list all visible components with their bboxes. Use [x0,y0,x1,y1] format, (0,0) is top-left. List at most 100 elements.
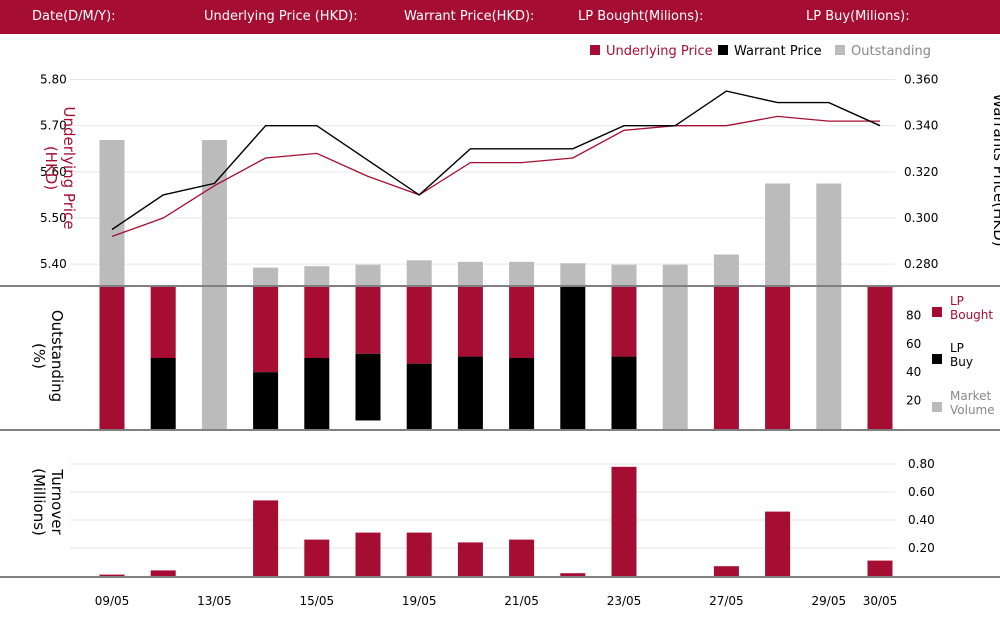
left-axis-title-line: (HKD) [42,146,60,190]
lp-buy-bar [355,353,381,421]
turnover-axis-title-line: (Millions) [30,468,48,536]
legend-swatch [932,307,942,317]
left-axis-title: Underlying Price(HKD) [42,106,78,229]
left-axis-tick-label: 5.70 [40,119,67,133]
outstanding-bar [201,140,227,285]
right-axis-title: Warrants Price(HKD) [990,93,1000,246]
market-volume-bar [816,287,842,429]
outstanding-bar [713,254,739,285]
x-tick-label: 09/05 [95,594,130,608]
lp-buy-bar [150,358,176,429]
outstanding-bar [457,261,483,285]
outstanding-bar [253,267,279,285]
turnover-bar [355,532,381,576]
turnover-bar [253,500,279,576]
lp-buy-bar [611,356,637,429]
underlying-price-header-label: Underlying Price (HKD): [204,9,358,24]
outstanding-bar [765,183,791,285]
lp-buy-bar [304,358,330,429]
turnover-axis-title: Turnover(Millions) [30,468,66,536]
warrant-price-line [111,90,881,231]
turnover-bar [611,466,637,576]
legend-label-line: Bought [950,308,993,322]
legend-label: Market Volume [950,389,995,417]
turnover-bar [406,532,432,576]
legend-swatch [590,45,600,55]
market-volume-bar [662,287,688,429]
x-tick-label: 21/05 [504,594,539,608]
warrant-chart: Underlying Price Warrant Price Outstanding… [0,44,1000,608]
legend-swatch [932,402,942,412]
lp-bought-bar [713,287,739,429]
lp-bought-bar [457,287,483,357]
outstanding-bar [99,140,125,285]
legend-label-line: Market [950,389,992,403]
lp-bought-bar [867,287,893,429]
left-axis-tick-label: 5.80 [40,73,67,87]
outstanding-bar [611,264,637,285]
header-bar: Date(D/M/Y): Underlying Price (HKD): War… [0,0,1000,34]
outstanding-tick-label: 40 [906,365,921,379]
turnover-tick-label: 0.40 [908,513,935,527]
turnover-tick-label: 0.80 [908,457,935,471]
outstanding-tick-label: 80 [906,308,921,322]
lp-bought-header-label: LP Bought(Milions): [578,9,704,24]
outstanding-axis-title-line: Outstanding [48,310,66,402]
right-axis-tick-label: 0.360 [904,73,938,87]
outstanding-bar [509,261,535,285]
turnover-bar [150,570,176,576]
lp-buy-header-label: LP Buy(Milions): [806,9,910,24]
outstanding-tick-label: 20 [906,394,921,408]
underlying-price-line [111,115,880,238]
outstanding-tick-label: 60 [906,337,921,351]
legend-label: Outstanding [851,44,931,59]
legend-label-line: LP [950,341,964,355]
outstanding-bar [355,264,381,285]
legend-swatch [932,354,942,364]
lp-bought-bar [406,287,432,364]
outstanding-bar [406,260,432,285]
lp-bought-bar [509,287,535,358]
outstanding-axis-title-line: (%) [30,343,48,369]
lp-bought-bar [611,287,637,357]
x-tick-label: 13/05 [197,594,232,608]
x-tick-label: 23/05 [607,594,642,608]
turnover-bar [713,566,739,576]
turnover-bar [560,573,586,576]
x-tick-label: 29/05 [812,594,847,608]
x-tick-label: 30/05 [863,594,898,608]
lp-bought-bar [765,287,791,429]
lp-bought-bar [150,287,176,358]
legend-label: LP Bought [950,294,993,322]
lp-bought-bar [304,287,330,358]
x-tick-label: 15/05 [300,594,335,608]
turnover-bar [765,511,791,576]
turnover-bar [457,542,483,576]
right-axis-tick-label: 0.280 [904,257,938,271]
legend-label: LP Buy [950,341,973,369]
lp-buy-bar [560,287,586,429]
outstanding-bar [662,264,688,285]
outstanding-axis-title: Outstanding(%) [30,310,66,402]
date-header-label: Date(D/M/Y): [32,9,116,24]
x-tick-label: 27/05 [709,594,744,608]
turnover-tick-label: 0.20 [908,541,935,555]
warrant-price-header-label: Warrant Price(HKD): [404,9,535,24]
lp-buy-bar [406,363,432,429]
right-axis-tick-label: 0.300 [904,211,938,225]
left-axis-tick-label: 5.40 [40,257,67,271]
left-axis-title-line: Underlying Price [60,106,78,229]
market-volume-bar [201,287,227,429]
legend-label-line: Buy [950,355,973,369]
outstanding-bar [816,183,842,285]
turnover-axis-title-line: Turnover [48,468,66,535]
turnover-bar [304,539,330,576]
lp-buy-bar [253,372,279,429]
lp-buy-bar [457,356,483,429]
left-axis-tick-label: 5.50 [40,211,67,225]
lp-buy-bar [509,358,535,429]
outstanding-bar [304,266,330,285]
turnover-tick-label: 0.60 [908,485,935,499]
legend-label-line: Volume [950,403,995,417]
legend-swatch [718,45,728,55]
